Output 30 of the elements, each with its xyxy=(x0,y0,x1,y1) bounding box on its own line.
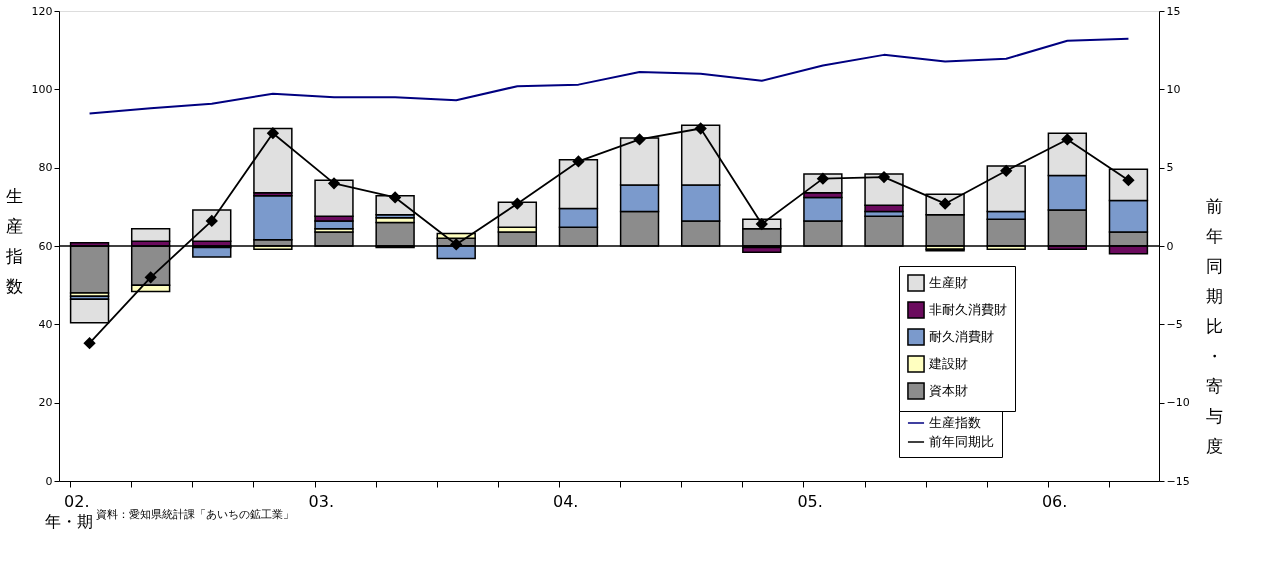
y2-tick-label: −15 xyxy=(1166,474,1190,488)
x-tick-label: 04. xyxy=(552,491,579,511)
x-tick-label: 05. xyxy=(797,491,823,511)
text: 資料：愛知県統計課「あいちの鉱工業」 xyxy=(95,508,294,521)
x-tick-label: 03. xyxy=(308,491,334,511)
y2-tick-label: −10 xyxy=(1166,396,1190,410)
y2-tick-label: 0 xyxy=(1166,239,1174,253)
legend-label: 耐久消費財 xyxy=(929,329,994,344)
y-tick-label: 120 xyxy=(31,4,53,18)
y-tick-label: 20 xyxy=(38,396,53,410)
y-tick-label: 80 xyxy=(38,161,53,175)
x-axis-title: 年・期 xyxy=(44,511,93,531)
y2-tick-label: 5 xyxy=(1166,161,1174,175)
legend-label: 非耐久消費財 xyxy=(929,302,1007,317)
y-axis-title: 生産指数 xyxy=(5,185,23,296)
legend-label: 生産指数 xyxy=(929,415,981,430)
text: 前年同期比・寄与度 xyxy=(1206,195,1223,456)
legend-label: 前年同期比 xyxy=(929,434,994,449)
legend-label: 生産財 xyxy=(929,275,968,290)
legend-label: 資本財 xyxy=(929,383,968,398)
y-tick-label: 40 xyxy=(38,317,53,331)
x-tick-label: 02. xyxy=(64,491,90,511)
y-tick-label: 60 xyxy=(38,239,53,253)
y2-tick-label: 10 xyxy=(1166,82,1181,96)
y2-tick-label: 15 xyxy=(1166,4,1181,18)
y-tick-label: 0 xyxy=(45,474,53,488)
x-tick-label: 06. xyxy=(1041,491,1068,511)
y2-tick-label: −5 xyxy=(1166,317,1183,331)
y-tick-label: 100 xyxy=(31,82,53,96)
legend-label: 建設財 xyxy=(928,356,968,371)
